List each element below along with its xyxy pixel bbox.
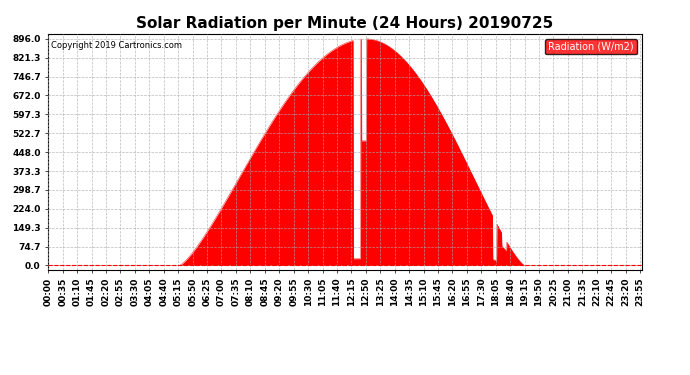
Legend: Radiation (W/m2): Radiation (W/m2) (545, 39, 637, 54)
Text: Copyright 2019 Cartronics.com: Copyright 2019 Cartronics.com (51, 41, 182, 50)
Title: Solar Radiation per Minute (24 Hours) 20190725: Solar Radiation per Minute (24 Hours) 20… (137, 16, 553, 31)
